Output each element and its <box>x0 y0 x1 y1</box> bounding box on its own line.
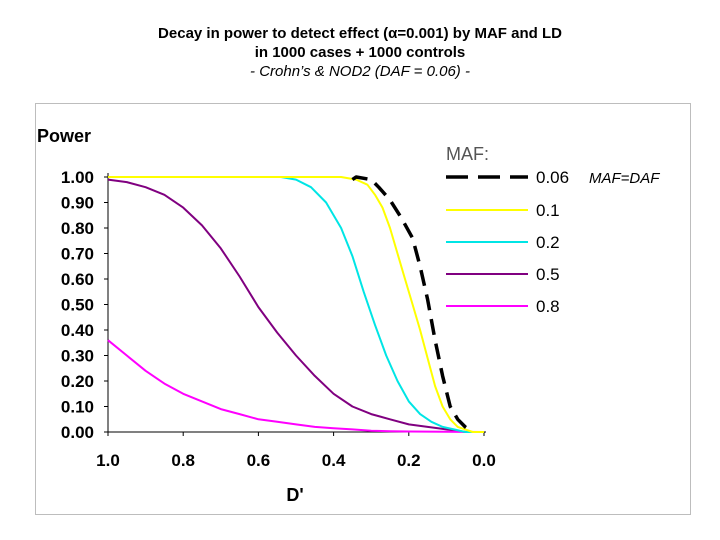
x-tick-label: 0.8 <box>171 451 195 470</box>
x-tick-label: 0.2 <box>397 451 421 470</box>
maf-daf-annotation: MAF=DAF <box>589 170 660 187</box>
y-tick-label: 0.10 <box>61 398 94 417</box>
x-tick-label: 0.6 <box>247 451 271 470</box>
y-tick-label: 0.20 <box>61 372 94 391</box>
legend-label-0.5: 0.5 <box>536 265 560 284</box>
series-line-maf-0.8 <box>107 339 485 433</box>
y-tick-label: 1.00 <box>61 168 94 187</box>
y-tick-label: 0.50 <box>61 296 94 315</box>
legend-label-0.2: 0.2 <box>536 233 560 252</box>
title-line-1: Decay in power to detect effect (α=0.001… <box>158 25 562 42</box>
x-tick-label: 0.4 <box>322 451 346 470</box>
title-line-3: - Crohn’s & NOD2 (DAF = 0.06) - <box>250 63 470 80</box>
x-axis-title: D' <box>286 485 303 505</box>
y-axis-title: Power <box>37 126 91 146</box>
legend-label-0.8: 0.8 <box>536 297 560 316</box>
y-tick-label: 0.80 <box>61 219 94 238</box>
title-line-2: in 1000 cases + 1000 controls <box>254 44 466 61</box>
y-tick-label: 0.40 <box>61 321 94 340</box>
y-tick-label: 0.60 <box>61 270 94 289</box>
series-line-maf-0.2 <box>108 176 484 433</box>
chart-frame <box>35 103 691 515</box>
legend-label-0.06: 0.06 <box>536 168 569 187</box>
y-tick-label: 0.70 <box>61 245 94 264</box>
y-tick-label: 0.90 <box>61 194 94 213</box>
series-line-maf-0.5 <box>107 178 484 433</box>
legend-label-0.1: 0.1 <box>536 201 560 220</box>
chart-title-block: Decay in power to detect effect (α=0.001… <box>0 24 720 81</box>
legend-title: MAF: <box>446 144 489 164</box>
x-tick-label: 0.0 <box>472 451 496 470</box>
series-line-maf-0.1 <box>108 176 484 433</box>
y-tick-label: 0.00 <box>61 423 94 442</box>
y-tick-label: 0.30 <box>61 347 94 366</box>
x-tick-label: 1.0 <box>96 451 120 470</box>
